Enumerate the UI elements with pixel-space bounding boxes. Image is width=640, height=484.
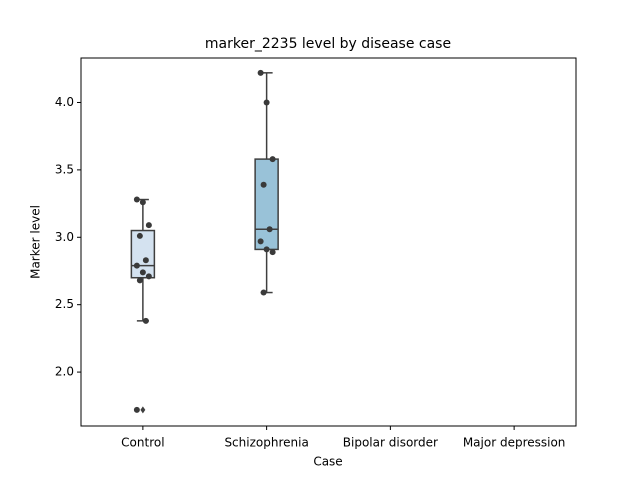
strip-point — [136, 232, 143, 239]
y-tick-label: 4.0 — [55, 95, 74, 109]
outlier — [140, 406, 146, 414]
y-tick-label: 2.5 — [55, 297, 74, 311]
strip-point — [260, 181, 267, 188]
strip-point — [133, 406, 140, 413]
x-tick-label: Schizophrenia — [224, 436, 308, 450]
strip-point — [266, 226, 273, 233]
strip-point — [263, 246, 270, 253]
strip-point — [257, 238, 264, 245]
strip-point — [142, 257, 149, 264]
strip-point — [139, 269, 146, 276]
strip-point — [139, 199, 146, 206]
x-tick-label: Bipolar disorder — [343, 436, 438, 450]
strip-point — [263, 99, 270, 106]
x-axis-label: Case — [313, 455, 342, 469]
strip-point — [145, 273, 152, 280]
strip-point — [145, 222, 152, 229]
y-tick-label: 2.0 — [55, 365, 74, 379]
strip-point — [136, 277, 143, 284]
x-tick-label: Major depression — [463, 436, 566, 450]
box — [254, 158, 279, 251]
strip-point — [142, 317, 149, 324]
strip-point — [269, 249, 276, 256]
y-tick-label: 3.0 — [55, 230, 74, 244]
chart-title: marker_2235 level by disease case — [205, 36, 451, 52]
strip-point — [269, 156, 276, 163]
y-axis-label: Marker level — [29, 205, 43, 279]
strip-point — [257, 69, 264, 76]
y-tick-label: 3.5 — [55, 162, 74, 176]
strip-point — [133, 262, 140, 269]
strip-point — [260, 289, 267, 296]
strip-point — [133, 196, 140, 203]
plot-frame — [80, 57, 577, 427]
x-tick-label: Control — [121, 436, 164, 450]
